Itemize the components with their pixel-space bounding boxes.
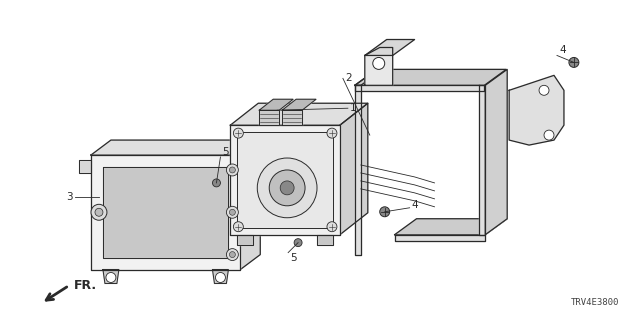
Polygon shape	[259, 110, 279, 125]
Text: 5: 5	[223, 147, 229, 157]
Polygon shape	[365, 40, 415, 55]
Circle shape	[234, 222, 243, 232]
Circle shape	[227, 206, 238, 218]
Text: 1: 1	[350, 103, 356, 113]
Polygon shape	[340, 103, 368, 235]
Circle shape	[234, 128, 243, 138]
Text: FR.: FR.	[74, 279, 97, 292]
Circle shape	[227, 249, 238, 260]
Polygon shape	[485, 69, 507, 235]
Polygon shape	[212, 269, 228, 284]
Polygon shape	[230, 125, 340, 235]
Circle shape	[544, 130, 554, 140]
Circle shape	[212, 179, 220, 187]
Text: 2: 2	[345, 73, 351, 83]
Circle shape	[327, 128, 337, 138]
Polygon shape	[509, 76, 564, 145]
Text: TRV4E3800: TRV4E3800	[570, 298, 619, 307]
Polygon shape	[282, 99, 316, 110]
Circle shape	[380, 207, 390, 217]
Polygon shape	[91, 140, 260, 155]
Circle shape	[91, 204, 107, 220]
Text: 4: 4	[412, 200, 418, 210]
Polygon shape	[79, 160, 91, 173]
Polygon shape	[355, 85, 361, 255]
Circle shape	[106, 273, 116, 283]
Circle shape	[227, 164, 238, 176]
Polygon shape	[355, 85, 484, 91]
Polygon shape	[355, 69, 506, 85]
Circle shape	[257, 158, 317, 218]
Polygon shape	[103, 269, 119, 284]
Circle shape	[229, 167, 236, 173]
Text: 3: 3	[67, 192, 73, 202]
Polygon shape	[259, 99, 293, 110]
Polygon shape	[237, 132, 333, 228]
Circle shape	[294, 239, 302, 247]
Polygon shape	[103, 167, 228, 258]
Polygon shape	[395, 235, 485, 241]
Circle shape	[327, 222, 337, 232]
Polygon shape	[241, 140, 260, 269]
Polygon shape	[365, 47, 393, 85]
Text: 4: 4	[559, 45, 566, 55]
Text: 5: 5	[290, 252, 297, 263]
Polygon shape	[282, 110, 302, 125]
Polygon shape	[317, 235, 333, 244]
Polygon shape	[230, 103, 368, 125]
Circle shape	[229, 209, 236, 215]
Circle shape	[229, 252, 236, 258]
Circle shape	[269, 170, 305, 206]
Circle shape	[95, 208, 103, 216]
Polygon shape	[479, 85, 485, 235]
Polygon shape	[237, 235, 253, 244]
Circle shape	[539, 85, 549, 95]
Circle shape	[216, 273, 225, 283]
Circle shape	[569, 58, 579, 68]
Polygon shape	[395, 219, 507, 235]
Circle shape	[280, 181, 294, 195]
Circle shape	[372, 58, 385, 69]
Polygon shape	[355, 69, 383, 85]
Polygon shape	[91, 155, 241, 269]
